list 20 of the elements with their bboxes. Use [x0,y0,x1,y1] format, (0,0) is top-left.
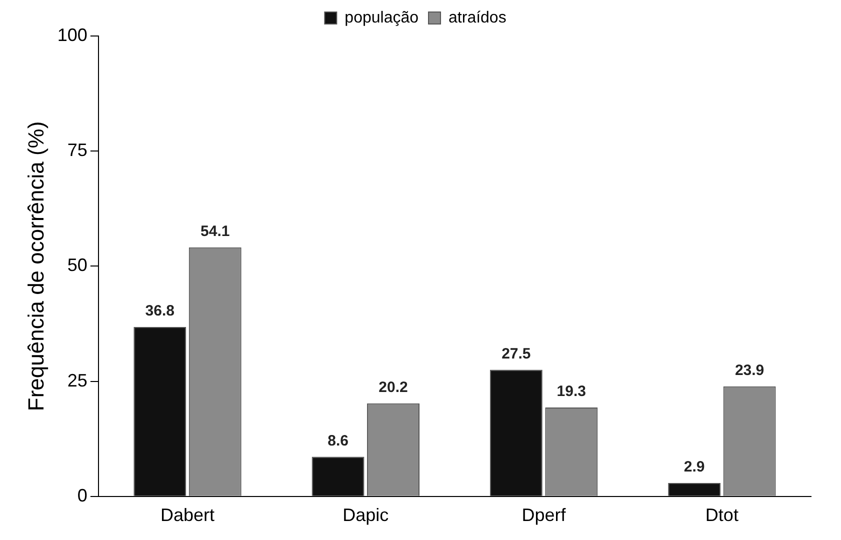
data-label: 20.2 [378,379,408,396]
legend-label: população [344,9,419,26]
legend-label: atraídos [448,9,506,26]
x-tick-label: Dtot [705,505,738,526]
data-label: 2.9 [684,458,705,476]
y-tick-label: 25 [67,370,88,390]
data-label: 8.6 [328,432,348,450]
y-tick-label: 100 [57,24,88,45]
data-label: 23.9 [734,362,764,380]
y-tick-label: 0 [77,485,88,506]
data-label: 27.5 [502,345,531,362]
y-tick-label: 75 [67,140,88,160]
data-label: 36.8 [145,302,174,320]
x-tick-label: Dapic [342,505,389,526]
data-label: 54.1 [200,222,230,240]
x-tick-label: Dperf [522,505,567,526]
data-label: 19.3 [556,383,586,400]
y-axis-title: Frequência de ocorrência (%) [23,121,48,412]
x-tick-label: Dabert [160,505,215,526]
y-tick-label: 50 [67,255,88,276]
